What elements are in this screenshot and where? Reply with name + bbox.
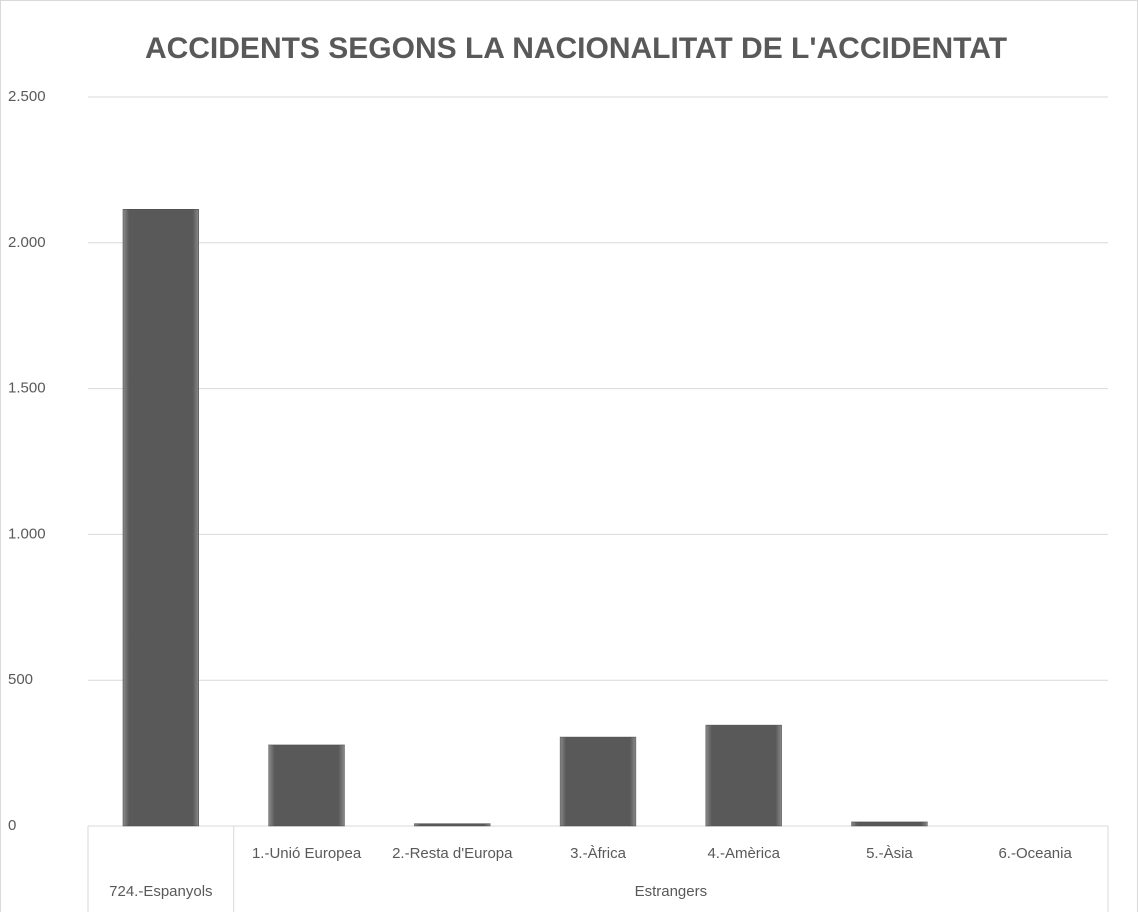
bar [851, 821, 928, 827]
chart-title: ACCIDENTS SEGONS LA NACIONALITAT DE L'AC… [145, 32, 1007, 65]
group-label: Estrangers [635, 883, 708, 900]
y-tick-label: 0 [8, 817, 16, 834]
group-label: 724.-Espanyols [109, 883, 212, 900]
x-tick-label: 4.-Amèrica [707, 845, 780, 862]
y-tick-label: 1.500 [8, 380, 46, 397]
bar [559, 736, 637, 827]
y-tick-label: 1.000 [8, 525, 46, 542]
bar [268, 744, 345, 827]
y-tick-label: 2.500 [8, 88, 46, 105]
y-tick-label: 2.000 [8, 234, 46, 251]
x-tick-label: 3.-Àfrica [570, 845, 627, 862]
x-tick-label: 1.-Unió Europea [252, 845, 362, 862]
y-tick-label: 500 [8, 671, 33, 688]
bar [414, 823, 491, 827]
bar [705, 724, 782, 827]
x-tick-label: 6.-Oceania [998, 845, 1072, 862]
x-tick-label: 2.-Resta d'Europa [392, 845, 513, 862]
x-tick-label: 5.-Àsia [866, 845, 913, 862]
bar [122, 209, 199, 827]
